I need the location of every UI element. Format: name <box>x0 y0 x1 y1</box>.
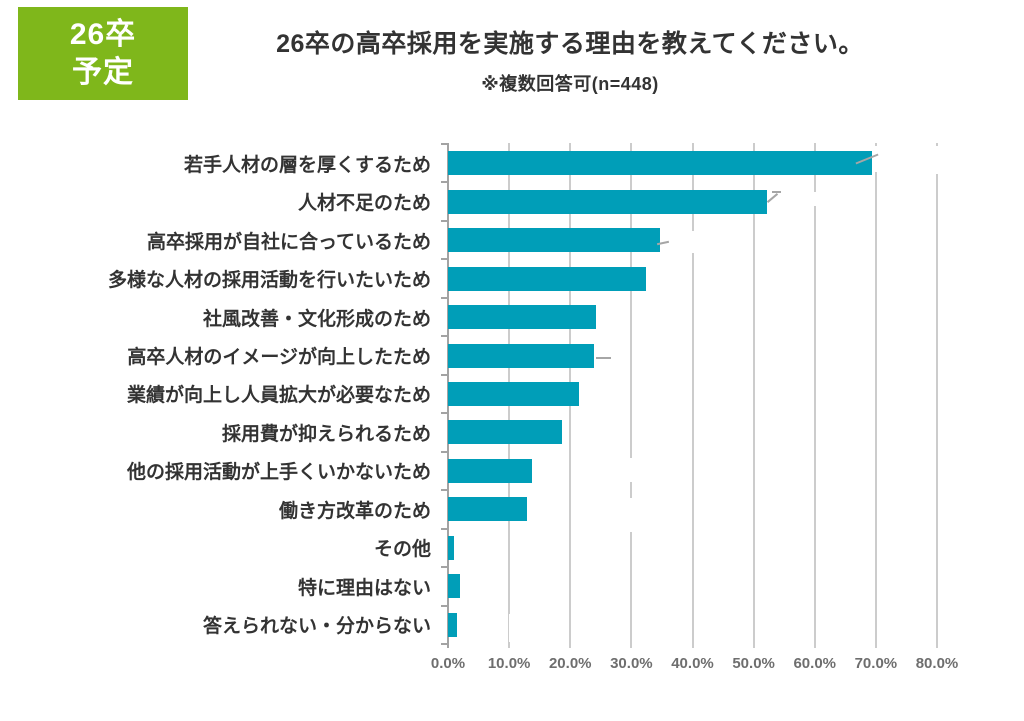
bar <box>448 420 563 445</box>
x-axis-label: 40.0% <box>671 655 714 672</box>
chart-title: 26卒の高卒採用を実施する理由を教えてください。 <box>276 30 864 58</box>
gridline-gap <box>935 146 939 174</box>
gridline <box>813 143 816 648</box>
y-axis-tick <box>441 566 448 569</box>
gridline <box>691 143 694 648</box>
x-axis-label: 80.0% <box>915 655 959 672</box>
x-axis-label: 30.0% <box>610 655 653 672</box>
y-axis-tick <box>441 450 448 453</box>
x-axis-label: 50.0% <box>732 655 775 672</box>
category-label: その他 <box>373 539 431 561</box>
bar <box>448 497 527 522</box>
category-label: 業績が向上し人員拡大が必要なため <box>126 385 431 407</box>
label-leader-mark <box>772 191 781 193</box>
category-label: 高卒人材のイメージが向上したため <box>127 347 431 369</box>
category-label: 多様な人材の採用活動を行いたいため <box>107 270 431 292</box>
gridline-gap <box>509 614 513 642</box>
cohort-badge-line2: 予定 <box>72 55 134 89</box>
y-axis-tick <box>441 296 448 299</box>
y-axis-tick <box>441 412 448 415</box>
bar <box>448 535 454 560</box>
bar <box>448 458 533 483</box>
category-label: 他の採用活動が上手くいかないため <box>126 462 431 484</box>
y-axis-tick <box>441 489 448 492</box>
y-axis-tick <box>441 335 448 338</box>
category-label: 社風改善・文化形成のため <box>202 308 431 330</box>
cohort-badge-line1: 26卒 <box>69 17 137 51</box>
y-axis-tick <box>441 143 448 145</box>
bar <box>448 612 457 637</box>
bar <box>448 305 596 330</box>
y-axis-tick <box>441 527 448 530</box>
bar <box>448 151 872 176</box>
cohort-badge: 26卒 予定 <box>18 7 188 100</box>
y-axis-tick <box>441 258 448 261</box>
gridline-gap <box>873 146 877 172</box>
gridline-gap <box>630 498 634 532</box>
y-axis-tick <box>441 604 448 607</box>
gridline <box>936 143 938 648</box>
bar <box>448 382 579 406</box>
label-leader-mark <box>766 193 779 203</box>
bar <box>448 228 660 253</box>
x-axis-label: 0.0% <box>430 655 466 672</box>
gridline-gap <box>630 458 634 482</box>
bar <box>448 266 646 291</box>
category-label: 高卒採用が自社に合っているため <box>146 231 431 253</box>
label-leader-mark <box>596 357 611 359</box>
category-label: 働き方改革のため <box>278 500 431 522</box>
chart-header: 26卒の高卒採用を実施する理由を教えてください。 ※複数回答可(n=448) <box>190 0 950 96</box>
bar <box>448 343 595 368</box>
gridline-gap <box>691 231 695 253</box>
x-axis-label: 10.0% <box>487 655 531 672</box>
category-label: 答えられない・分からない <box>202 616 431 638</box>
category-label: 特に理由はない <box>297 577 431 599</box>
bar <box>448 189 767 214</box>
y-axis-tick <box>441 373 448 376</box>
gridline <box>752 143 755 648</box>
y-axis-tick <box>441 219 448 222</box>
bar <box>448 574 461 599</box>
y-axis-tick <box>441 643 448 645</box>
chart-subtitle: ※複数回答可(n=448) <box>481 74 659 94</box>
x-axis-label: 60.0% <box>793 655 837 672</box>
gridline <box>874 143 877 648</box>
category-label: 採用費が抑えられるため <box>221 423 431 445</box>
gridline-gap <box>814 192 818 206</box>
y-axis-tick <box>441 181 448 184</box>
x-axis-label: 20.0% <box>548 655 592 672</box>
category-label: 人材不足のため <box>297 193 431 215</box>
x-axis-label: 70.0% <box>854 655 898 672</box>
gridline <box>630 143 633 648</box>
category-label: 若手人材の層を厚くするため <box>183 154 431 176</box>
